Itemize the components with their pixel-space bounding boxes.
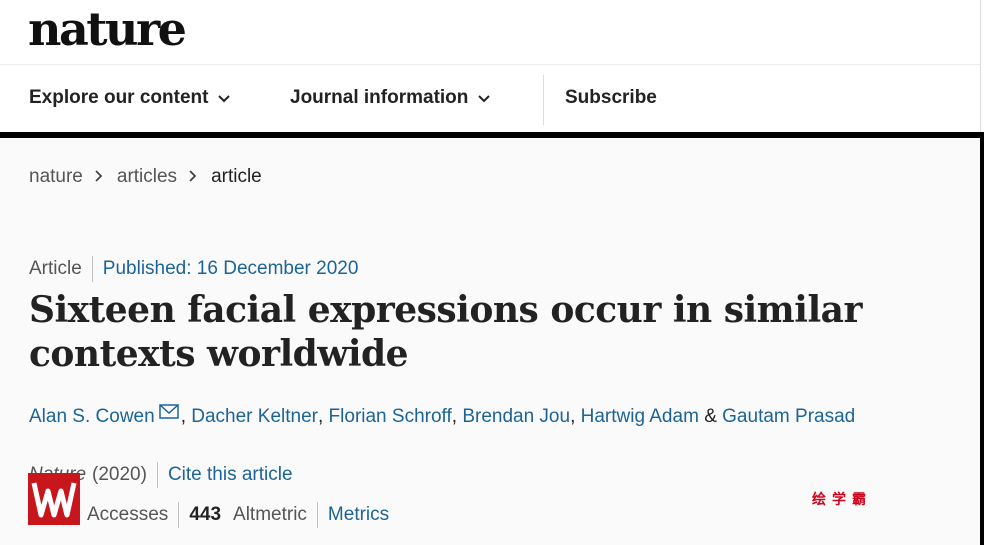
- nav-journal-label: Journal information: [290, 87, 469, 108]
- metrics-bar: Accesses 443 Altmetric Metrics: [87, 502, 389, 528]
- breadcrumb-articles[interactable]: articles: [116, 166, 178, 187]
- accesses-label: Accesses: [87, 504, 169, 525]
- author-link[interactable]: Gautam Prasad: [722, 406, 856, 427]
- article-content: [0, 138, 984, 545]
- altmetric-label: Altmetric: [233, 504, 307, 525]
- metrics-divider: [316, 502, 318, 528]
- breadcrumb-article: article: [211, 166, 262, 187]
- author-link[interactable]: Hartwig Adam: [580, 406, 699, 427]
- cite-divider: [156, 462, 158, 488]
- author-link[interactable]: Alan S. Cowen: [29, 406, 155, 427]
- meta-divider: [91, 256, 93, 282]
- metrics-link[interactable]: Metrics: [327, 504, 390, 525]
- chevron-right-icon: [95, 166, 103, 188]
- nav-explore-label: Explore our content: [29, 87, 209, 108]
- breadcrumb: nature articles article: [29, 166, 262, 188]
- nav-subscribe-label: Subscribe: [565, 87, 657, 108]
- nature-logo[interactable]: nature: [28, 2, 187, 56]
- author-ampersand: &: [704, 406, 717, 427]
- nav-explore-content[interactable]: Explore our content: [29, 87, 231, 109]
- chevron-down-icon: [478, 87, 491, 109]
- author-separator: ,: [451, 406, 458, 427]
- author-separator: ,: [317, 406, 324, 427]
- article-title: Sixteen facial expressions occur in simi…: [29, 289, 862, 375]
- watermark-text: 绘学霸: [812, 491, 872, 507]
- metrics-divider: [178, 502, 180, 528]
- nav-divider: [543, 75, 544, 125]
- cite-this-article-link[interactable]: Cite this article: [167, 464, 293, 485]
- altmetric-value: 443: [189, 504, 222, 525]
- author-separator: ,: [180, 406, 186, 427]
- watermark-logo-icon: [28, 473, 80, 525]
- author-link[interactable]: Dacher Keltner: [191, 406, 318, 427]
- published-date: Published: 16 December 2020: [102, 258, 359, 279]
- author-link[interactable]: Florian Schroff: [328, 406, 452, 427]
- author-list: Alan S. Cowen , Dacher Keltner , Florian…: [29, 403, 856, 428]
- site-header: nature: [0, 0, 981, 64]
- article-type: Article: [29, 258, 82, 279]
- chevron-down-icon: [218, 87, 231, 109]
- author-separator: ,: [570, 406, 576, 427]
- header-rule: [0, 132, 984, 138]
- article-meta: Article Published: 16 December 2020: [29, 256, 358, 282]
- breadcrumb-nature[interactable]: nature: [29, 166, 83, 187]
- main-nav: Explore our content Journal information …: [0, 64, 981, 133]
- nav-subscribe[interactable]: Subscribe: [565, 87, 657, 109]
- email-icon[interactable]: [158, 403, 179, 425]
- nav-journal-information[interactable]: Journal information: [290, 87, 491, 109]
- publication-year: (2020): [92, 464, 147, 485]
- author-link[interactable]: Brendan Jou: [462, 406, 571, 427]
- chevron-right-icon: [189, 166, 197, 188]
